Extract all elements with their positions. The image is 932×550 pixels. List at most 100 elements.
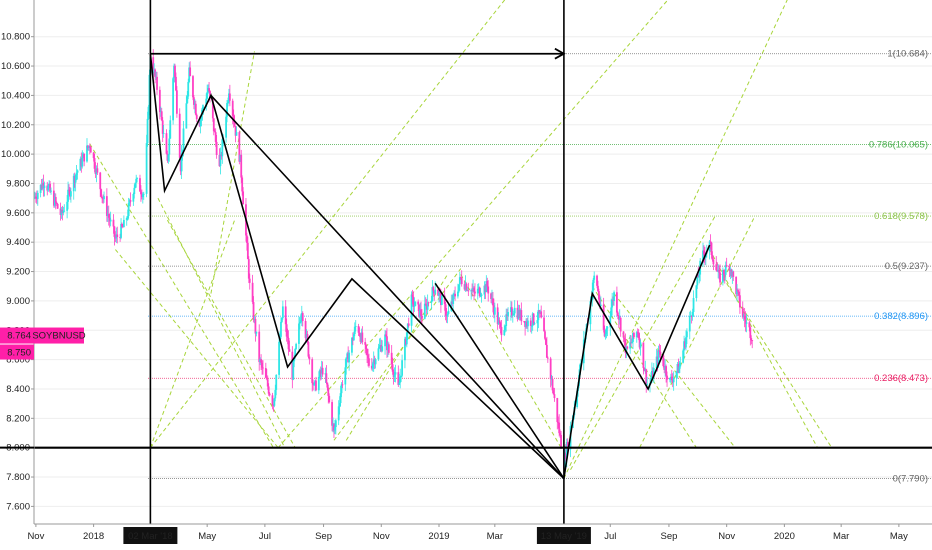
bear-candle xyxy=(553,394,556,399)
bear-candle xyxy=(140,191,142,195)
bear-candle xyxy=(286,336,289,338)
bear-candle xyxy=(596,275,598,286)
bull-candle xyxy=(510,307,512,313)
bear-candle xyxy=(306,333,309,343)
bear-candle xyxy=(597,285,599,292)
bull-candle xyxy=(167,154,170,161)
bull-candle xyxy=(539,311,542,314)
bear-candle xyxy=(175,76,177,91)
bull-candle xyxy=(79,158,82,171)
bull-candle xyxy=(431,287,434,302)
bear-candle xyxy=(386,336,388,351)
bear-candle xyxy=(703,250,705,255)
channel-down-line xyxy=(114,249,279,448)
bull-candle xyxy=(497,320,500,325)
y-tick-label: 10.000 xyxy=(1,149,30,160)
x-tick-label: 2019 xyxy=(428,531,449,542)
bull-candle xyxy=(352,334,355,341)
bull-candle xyxy=(702,250,704,261)
channel-up-line xyxy=(149,219,236,448)
x-tick-label: Mar xyxy=(833,531,849,542)
y-tick-label: 10.600 xyxy=(1,61,30,72)
channel-up-line xyxy=(563,0,788,479)
bear-candle xyxy=(194,103,197,115)
bear-candle xyxy=(744,319,747,324)
bull-candle xyxy=(503,330,506,336)
bull-candle xyxy=(235,132,238,136)
bull-candle xyxy=(66,201,69,211)
bear-candle xyxy=(630,342,632,344)
x-tick-label: 2018 xyxy=(83,531,104,542)
fib-label: 0.236(8.473) xyxy=(874,373,928,384)
bear-candle xyxy=(728,266,731,271)
bear-candle xyxy=(500,327,503,336)
bear-candle xyxy=(544,331,546,339)
y-tick-label: 8.200 xyxy=(6,413,30,424)
bull-candle xyxy=(360,332,363,342)
bull-candle xyxy=(74,174,77,183)
last-price-badge xyxy=(0,327,34,344)
bull-candle xyxy=(281,306,284,319)
bear-candle xyxy=(327,387,330,396)
bull-candle xyxy=(695,285,698,299)
bear-candle xyxy=(749,327,752,339)
bull-candle xyxy=(457,291,459,297)
bear-candle xyxy=(619,317,622,332)
bull-candle xyxy=(517,309,520,319)
bull-candle xyxy=(592,279,595,291)
bull-candle xyxy=(298,323,300,344)
bear-candle xyxy=(636,332,639,334)
bull-candle xyxy=(125,218,128,220)
bear-candle xyxy=(193,97,195,105)
bull-candle xyxy=(298,321,301,324)
bear-candle xyxy=(407,323,410,326)
bull-candle xyxy=(60,209,63,215)
bull-candle xyxy=(72,175,75,192)
channel-up-line xyxy=(149,0,506,448)
bear-candle xyxy=(690,315,693,317)
bull-candle xyxy=(334,420,337,428)
bull-candle xyxy=(188,67,191,82)
bear-candle xyxy=(211,98,214,119)
bull-candle xyxy=(294,348,297,358)
bull-candle xyxy=(676,364,679,372)
bear-candle xyxy=(139,178,141,192)
bear-candle xyxy=(288,349,291,352)
bull-candle xyxy=(371,363,374,369)
bear-candle xyxy=(242,191,245,205)
channel-down-line xyxy=(613,293,736,448)
bear-candle xyxy=(424,303,427,305)
y-tick-label: 10.800 xyxy=(1,32,30,43)
bear-candle xyxy=(192,76,194,98)
bear-candle xyxy=(68,189,70,191)
bull-candle xyxy=(332,424,334,426)
bull-candle xyxy=(180,153,183,172)
bear-candle xyxy=(496,307,499,325)
bear-candle xyxy=(499,323,502,328)
bear-candle xyxy=(99,172,102,190)
bear-candle xyxy=(551,378,554,391)
bull-candle xyxy=(536,320,539,324)
bull-candle xyxy=(219,154,222,167)
bear-candle xyxy=(308,356,311,360)
bull-candle xyxy=(430,301,433,303)
bear-candle xyxy=(549,358,552,380)
bear-candle xyxy=(397,372,400,385)
bull-candle xyxy=(438,292,440,296)
bear-candle xyxy=(712,259,715,265)
bull-candle xyxy=(147,106,150,119)
bull-candle xyxy=(314,380,316,385)
bull-candle xyxy=(162,133,165,134)
bear-candle xyxy=(643,368,646,371)
bull-candle xyxy=(519,310,522,318)
bull-candle xyxy=(625,346,628,353)
bull-candle xyxy=(563,452,566,469)
bull-candle xyxy=(639,342,642,348)
bear-candle xyxy=(265,377,268,380)
bull-candle xyxy=(53,196,56,206)
bear-candle xyxy=(546,357,549,359)
bear-candle xyxy=(637,333,640,339)
bull-candle xyxy=(221,139,224,157)
